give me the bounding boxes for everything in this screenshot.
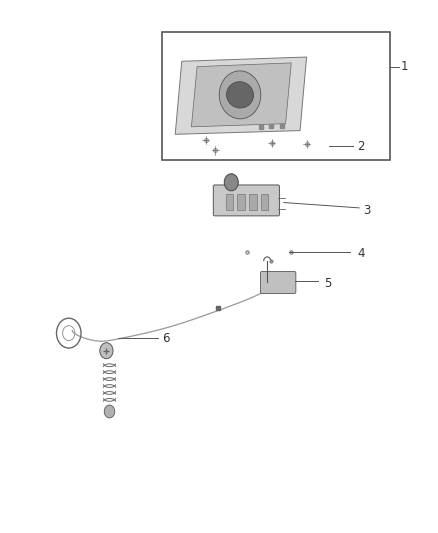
Text: 3: 3 bbox=[364, 204, 371, 217]
Polygon shape bbox=[191, 63, 291, 127]
Bar bbox=[237, 194, 245, 210]
Text: 1: 1 bbox=[401, 60, 408, 73]
Polygon shape bbox=[175, 57, 307, 134]
Bar bbox=[162, 32, 390, 160]
Circle shape bbox=[104, 405, 115, 418]
FancyBboxPatch shape bbox=[260, 272, 296, 293]
Text: 5: 5 bbox=[324, 277, 332, 290]
Circle shape bbox=[224, 174, 238, 191]
Text: 6: 6 bbox=[162, 332, 170, 345]
Bar bbox=[249, 194, 257, 210]
Bar bbox=[226, 194, 233, 210]
Ellipse shape bbox=[219, 71, 261, 119]
Ellipse shape bbox=[226, 82, 254, 108]
Text: 4: 4 bbox=[357, 247, 364, 260]
Text: 2: 2 bbox=[357, 140, 364, 153]
FancyBboxPatch shape bbox=[213, 185, 279, 216]
Bar bbox=[261, 194, 268, 210]
Circle shape bbox=[100, 343, 113, 359]
